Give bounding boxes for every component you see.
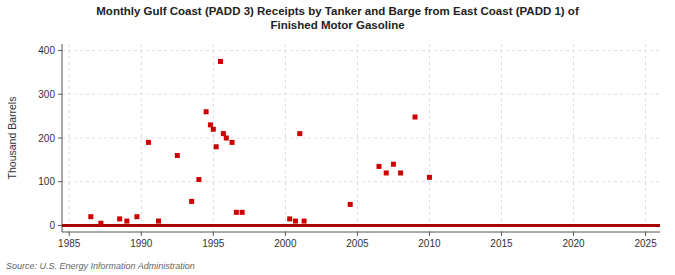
point: [427, 175, 432, 180]
point: [302, 219, 307, 224]
y-tick: [58, 94, 62, 95]
point: [211, 127, 216, 132]
point: [413, 115, 418, 120]
grid-line-y: [62, 225, 660, 226]
x-tick-label: 1985: [58, 238, 81, 249]
title: Monthly Gulf Coast (PADD 3) Receipts by …: [96, 5, 579, 31]
page: {"chart_data": {"type": "scatter", "titl…: [0, 0, 675, 275]
x-tick: [573, 232, 574, 236]
point: [134, 214, 139, 219]
chart-container: Monthly Gulf Coast (PADD 3) Receipts by …: [0, 0, 675, 275]
point: [384, 170, 389, 175]
grid-line-y: [62, 94, 660, 95]
y-tick-label: 400: [38, 45, 55, 56]
point: [391, 162, 396, 167]
point: [196, 177, 201, 182]
scatter-points: [88, 59, 432, 226]
x-tick: [285, 232, 286, 236]
x-tick-label: 1990: [130, 238, 153, 249]
x-tick-label: 2015: [490, 238, 513, 249]
point: [287, 216, 292, 221]
point: [214, 144, 219, 149]
x-axis-line: [62, 232, 660, 233]
point: [377, 164, 382, 169]
point: [146, 140, 151, 145]
grid-line-y: [62, 181, 660, 182]
point: [175, 153, 180, 158]
x-tick-label: 2000: [274, 238, 297, 249]
point: [234, 210, 239, 215]
x-tick-label: 2005: [346, 238, 369, 249]
grid: [62, 44, 660, 232]
point: [88, 214, 93, 219]
point: [156, 219, 161, 224]
grid-line-y: [62, 138, 660, 139]
point: [204, 109, 209, 114]
x-tick-label: 2025: [634, 238, 657, 249]
y-axis-label: Thousand Barrels: [6, 97, 18, 180]
source-note: Source: U.S. Energy Information Administ…: [6, 261, 195, 271]
y-tick: [58, 50, 62, 51]
x-tick: [141, 232, 142, 236]
x-tick: [501, 232, 502, 236]
y-tick-label: 200: [38, 133, 55, 144]
point: [240, 210, 245, 215]
x-tick-label: 2020: [562, 238, 585, 249]
chart-svg: Monthly Gulf Coast (PADD 3) Receipts by …: [0, 0, 675, 275]
point: [224, 136, 229, 141]
x-tick-label: 2010: [418, 238, 441, 249]
zero-line: [62, 224, 660, 227]
point: [117, 216, 122, 221]
point: [293, 219, 298, 224]
point: [124, 219, 129, 224]
grid-line-y: [62, 50, 660, 51]
point: [398, 170, 403, 175]
x-tick-label: 1995: [202, 238, 225, 249]
point: [297, 131, 302, 136]
point: [348, 202, 353, 207]
title-line: Monthly Gulf Coast (PADD 3) Receipts by …: [96, 5, 579, 17]
point: [98, 221, 103, 226]
x-tick: [357, 232, 358, 236]
x-tick: [69, 232, 70, 236]
y-tick-label: 300: [38, 89, 55, 100]
y-tick: [58, 225, 62, 226]
y-tick: [58, 138, 62, 139]
x-tick: [429, 232, 430, 236]
axes: 1985 1990 1995 2000 2005 2010 2015 2020 2025 0 100…: [38, 44, 660, 249]
y-tick-label: 100: [38, 176, 55, 187]
point: [189, 199, 194, 204]
point: [221, 131, 226, 136]
x-tick: [645, 232, 646, 236]
point: [218, 59, 223, 64]
y-tick: [58, 181, 62, 182]
title-line: Finished Motor Gasoline: [270, 19, 404, 31]
plot-area: [62, 59, 660, 226]
x-tick: [213, 232, 214, 236]
y-tick-label: 0: [49, 220, 55, 231]
point: [208, 122, 213, 127]
point: [230, 140, 235, 145]
